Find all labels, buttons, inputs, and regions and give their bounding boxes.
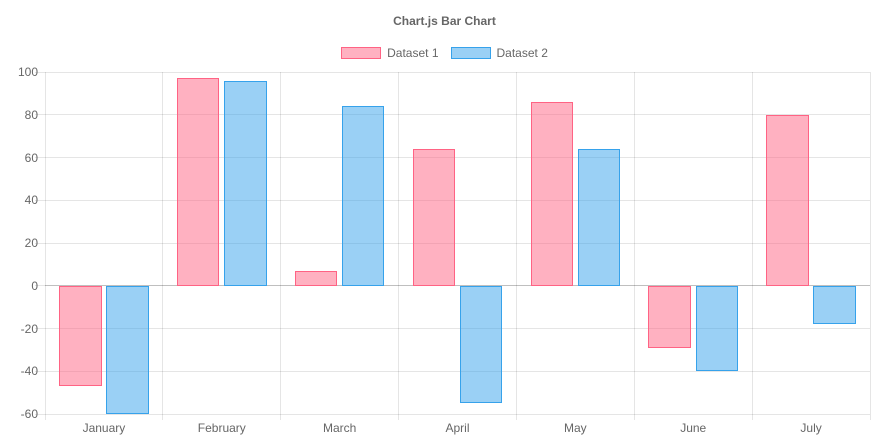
gridline	[45, 157, 870, 158]
y-tick-label: 0	[31, 278, 38, 293]
x-tick-mark	[751, 414, 753, 420]
x-tick-label-march: March	[322, 421, 357, 435]
bar-dataset2-february[interactable]	[224, 80, 267, 286]
x-tick-mark	[515, 414, 517, 420]
gridline	[280, 72, 282, 414]
gridline	[45, 413, 870, 415]
x-tick-mark	[398, 414, 400, 420]
x-tick-mark	[280, 414, 282, 420]
gridline	[45, 242, 870, 244]
gridline	[45, 71, 870, 73]
bar-dataset1-january[interactable]	[59, 285, 102, 387]
x-tick-label-january: January	[82, 421, 126, 435]
bar-dataset1-february[interactable]	[177, 78, 220, 286]
zero-gridline	[45, 285, 870, 287]
y-tick-label: 100	[17, 65, 38, 79]
bar-dataset1-may[interactable]	[530, 101, 573, 286]
gridline	[751, 72, 753, 414]
x-tick-mark	[869, 414, 871, 420]
gridline	[45, 328, 870, 329]
bar-dataset2-july[interactable]	[813, 285, 856, 325]
y-tick-label: 80	[24, 107, 38, 122]
legend-swatch-dataset-1	[341, 47, 382, 59]
bar-dataset1-june[interactable]	[648, 285, 691, 348]
x-tick-mark	[44, 414, 46, 420]
bar-dataset1-july[interactable]	[766, 114, 809, 286]
bar-dataset1-april[interactable]	[412, 148, 456, 286]
gridline	[162, 72, 164, 414]
bar-dataset2-april[interactable]	[459, 285, 503, 404]
gridline	[633, 72, 635, 414]
gridline	[45, 114, 870, 116]
x-tick-label-june: June	[680, 421, 707, 435]
bar-dataset2-march[interactable]	[342, 106, 385, 286]
y-tick-label: 20	[24, 236, 38, 250]
chart-legend: Dataset 1 Dataset 2	[0, 46, 889, 60]
bar-dataset2-june[interactable]	[695, 285, 738, 372]
legend-swatch-dataset-2	[450, 47, 491, 59]
x-tick-label-april: April	[445, 421, 470, 435]
x-tick-label-february: February	[197, 421, 246, 435]
x-tick-label-may: May	[564, 421, 587, 435]
y-tick-label: -20	[20, 321, 38, 336]
legend-label-dataset-2: Dataset 2	[496, 46, 548, 60]
legend-item-dataset-1[interactable]: Dataset 1	[341, 46, 439, 60]
gridline	[398, 72, 400, 414]
bar-dataset1-march[interactable]	[294, 270, 338, 286]
y-tick-label: -40	[20, 364, 38, 379]
y-tick-label: 40	[24, 193, 38, 208]
gridline	[515, 72, 517, 414]
gridline	[45, 199, 870, 201]
y-tick-label: 60	[24, 150, 38, 165]
legend-item-dataset-2[interactable]: Dataset 2	[450, 46, 548, 60]
x-tick-label-july: July	[800, 421, 822, 435]
x-tick-mark	[633, 414, 635, 420]
gridline	[869, 72, 871, 414]
legend-label-dataset-1: Dataset 1	[387, 46, 439, 60]
bar-dataset2-may[interactable]	[577, 148, 621, 286]
y-tick-label: -60	[20, 407, 38, 421]
gridline	[44, 72, 46, 414]
x-tick-mark	[162, 414, 164, 420]
chart-title: Chart.js Bar Chart	[393, 14, 496, 28]
gridline	[45, 370, 870, 372]
bar-dataset2-january[interactable]	[106, 285, 149, 414]
